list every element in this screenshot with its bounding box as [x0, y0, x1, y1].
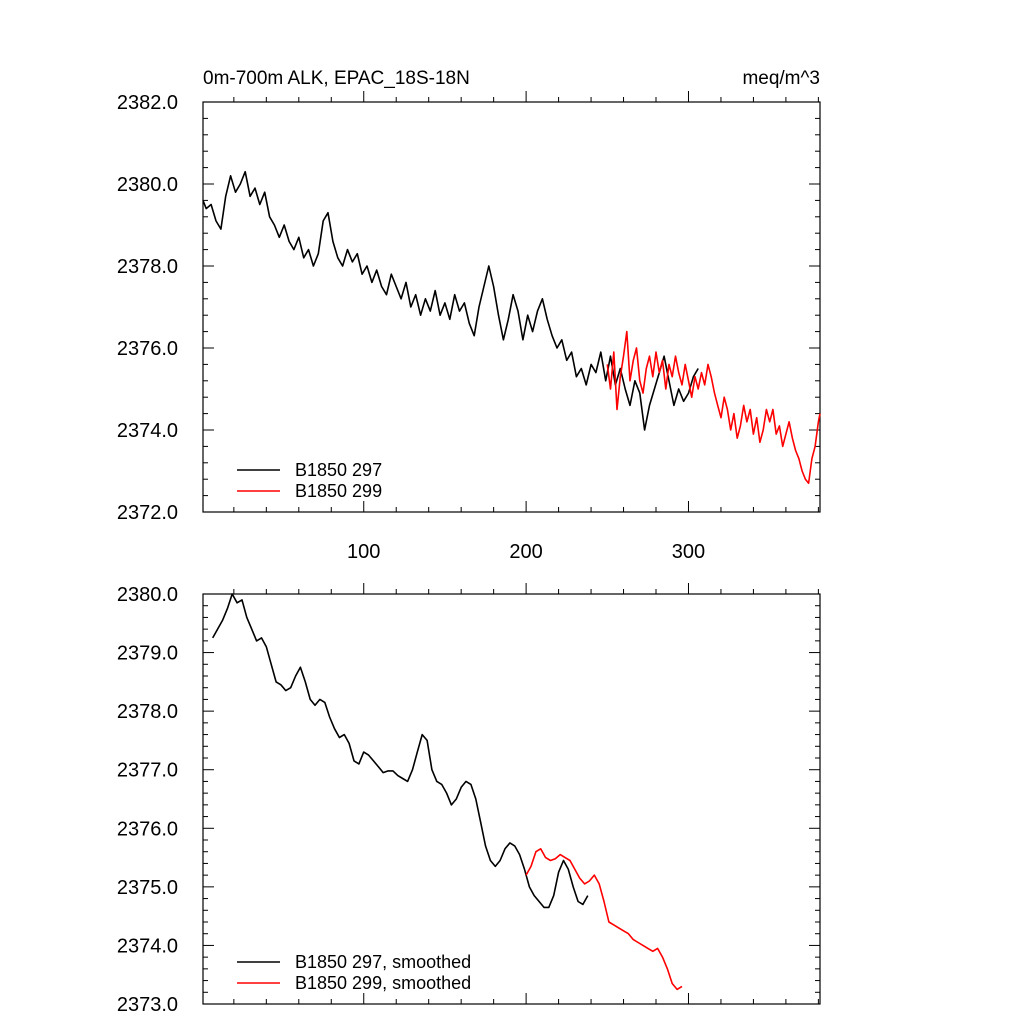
- bottom-legend: B1850 297, smoothed B1850 299, smoothed: [237, 952, 471, 993]
- bottom-ytick-label: 2380.0: [117, 584, 178, 606]
- bottom-ytick-label: 2374.0: [117, 935, 178, 957]
- top-xtick-label: 200: [509, 541, 542, 563]
- bottom-ytick-label: 2379.0: [117, 643, 178, 665]
- top-plot-frame: [202, 101, 821, 513]
- series-line-b1850-297-smoothed: [212, 593, 589, 909]
- top-ytick-label: 2374.0: [117, 420, 178, 442]
- bottom-series-group: [212, 593, 683, 991]
- top-ytick-label: 2380.0: [117, 174, 178, 196]
- series-line-b1850-299-smoothed: [525, 847, 683, 991]
- top-title-left: 0m-700m ALK, EPAC_18S-18N: [203, 68, 470, 89]
- top-ytick-label: 2376.0: [117, 338, 178, 360]
- series-line-b1850-299: [606, 330, 821, 485]
- bottom-ytick-label: 2375.0: [117, 877, 178, 899]
- top-title-right: meq/m^3: [742, 68, 820, 89]
- bottom-panel: 2373.0 2374.0 2375.0 2376.0 2377.0 2378.0 2379…: [117, 583, 821, 1016]
- legend-label-b1850-299: B1850 299: [295, 481, 382, 501]
- top-xtick-label: 300: [672, 541, 705, 563]
- bottom-plot-frame: [202, 593, 821, 1005]
- top-legend: B1850 297 B1850 299: [237, 460, 382, 501]
- legend-label-b1850-299-smoothed: B1850 299, smoothed: [295, 973, 471, 993]
- top-ytick-label: 2372.0: [117, 502, 178, 524]
- top-xtick-label: 100: [347, 541, 380, 563]
- top-ytick-label: 2378.0: [117, 256, 178, 278]
- bottom-ytick-label: 2378.0: [117, 701, 178, 723]
- legend-label-b1850-297: B1850 297: [295, 460, 382, 480]
- bottom-ytick-label: 2377.0: [117, 760, 178, 782]
- top-panel: 0m-700m ALK, EPAC_18S-18N meq/m^3 2372.0…: [117, 68, 821, 563]
- bottom-ytick-label: 2376.0: [117, 818, 178, 840]
- legend-label-b1850-297-smoothed: B1850 297, smoothed: [295, 952, 471, 972]
- bottom-axes: 2373.0 2374.0 2375.0 2376.0 2377.0 2378.0 2379…: [117, 583, 820, 1016]
- top-ytick-label: 2382.0: [117, 92, 178, 114]
- top-axes: 2372.0 2374.0 2376.0 2378.0 2380.0 2382.0 100 2…: [117, 91, 820, 563]
- top-series-group: [202, 170, 821, 485]
- series-line-b1850-297: [202, 170, 699, 431]
- bottom-ytick-label: 2373.0: [117, 994, 178, 1016]
